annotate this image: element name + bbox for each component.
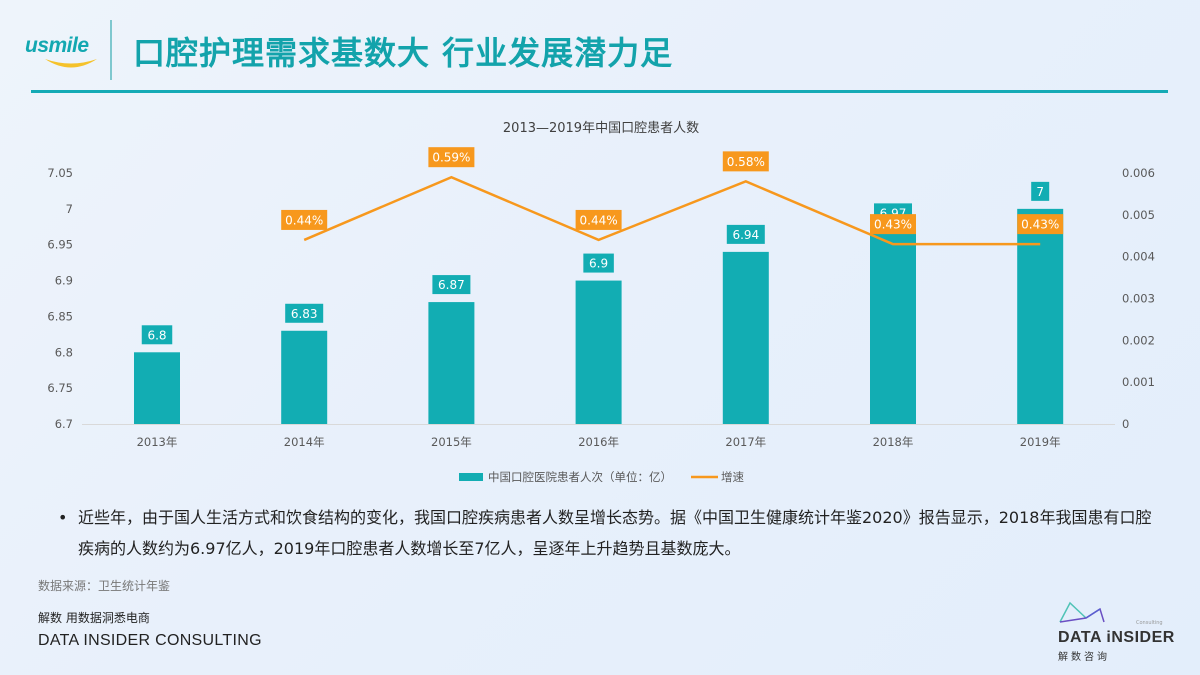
growth-value-label: 0.44%	[580, 213, 618, 227]
right-tick-label: 0.001	[1122, 375, 1155, 389]
bar	[281, 330, 328, 424]
data-insider-logo: Consulting DATA iNSIDER 解数咨询	[1050, 600, 1180, 663]
brand-name: DATA iNSIDER	[1058, 629, 1175, 646]
bar-value-badge	[1031, 181, 1050, 201]
bar-value-label: 6.8	[147, 328, 166, 342]
x-tick-label: 2013年	[137, 435, 178, 449]
growth-value-label: 0.58%	[727, 155, 765, 169]
x-tick-label: 2016年	[578, 435, 619, 449]
bar	[428, 302, 475, 424]
right-tick-label: 0.003	[1122, 292, 1155, 306]
growth-value-label: 0.43%	[1021, 218, 1059, 232]
line-data-labels: 0.44% 0.59% 0.44% 0.58% 0.43% 0.43%	[281, 147, 1064, 235]
left-tick-label: 6.95	[47, 238, 73, 252]
growth-value-badge	[428, 147, 475, 168]
bowtie-icon	[1059, 601, 1105, 623]
left-tick-label: 6.75	[47, 381, 73, 395]
right-tick-label: 0.002	[1122, 333, 1155, 347]
growth-value-label: 0.43%	[874, 218, 912, 232]
left-tick-label: 6.9	[55, 274, 73, 288]
bar-value-label: 6.9	[589, 257, 608, 271]
x-tick-label: 2014年	[284, 435, 325, 449]
bar-value-label: 6.83	[291, 307, 318, 321]
bar-value-badge	[285, 303, 324, 323]
brand-cn: 解数咨询	[1058, 652, 1110, 663]
growth-value-badge	[281, 209, 328, 230]
left-tick-label: 6.85	[47, 309, 73, 323]
bar-value-badge	[141, 325, 173, 345]
x-axis-labels: 2013年 2014年 2015年 2016年 2017年 2018年 2019年	[137, 435, 1061, 449]
description-paragraph: • 近些年，由于国人生活方式和饮食结构的变化，我国口腔疾病患者人数呈增长态势。据…	[58, 502, 1158, 564]
right-tick-label: 0.005	[1122, 208, 1155, 222]
bar	[722, 251, 769, 424]
left-tick-label: 7.05	[47, 166, 73, 180]
bar-value-label: 6.94	[732, 228, 759, 242]
bar-value-badge	[583, 253, 614, 273]
slide-header: usmile 口腔护理需求基数大 行业发展潜力足	[0, 0, 1200, 95]
bar	[870, 230, 916, 424]
x-tick-label: 2018年	[873, 435, 914, 449]
company-name: DATA INSIDER CONSULTING	[38, 632, 262, 649]
left-tick-label: 6.8	[55, 345, 73, 359]
legend-line-label: 增速	[721, 470, 744, 484]
legend-bar-label: 中国口腔医院患者人次（单位：亿）	[488, 470, 672, 484]
right-axis: 0 0.001 0.002 0.003 0.004 0.005 0.006	[1122, 166, 1155, 431]
legend-bar-swatch	[459, 473, 483, 481]
growth-value-badge	[722, 151, 769, 172]
bar-value-badge	[432, 275, 471, 295]
growth-value-badge	[575, 209, 622, 230]
page-title: 口腔护理需求基数大 行业发展潜力足	[133, 34, 674, 72]
usmile-logo: usmile	[25, 34, 105, 74]
bar	[134, 352, 180, 424]
growth-value-badge	[1017, 214, 1064, 235]
right-tick-label: 0.006	[1122, 166, 1155, 180]
bar	[1017, 208, 1064, 424]
description-text: 近些年，由于国人生活方式和饮食结构的变化，我国口腔疾病患者人数呈增长态势。据《中…	[78, 508, 1152, 558]
bar-value-label: 7	[1036, 185, 1044, 199]
left-axis: 6.7 6.75 6.8 6.85 6.9 6.95 7 7.05	[47, 166, 73, 431]
slogan: 解数 用数据洞悉电商	[38, 611, 150, 625]
data-source: 数据来源：卫生统计年鉴	[38, 579, 171, 593]
bar-value-badge	[726, 224, 765, 244]
right-tick-label: 0	[1122, 417, 1129, 431]
brand-small-text: Consulting	[1136, 620, 1163, 626]
chart-title: 2013—2019年中国口腔患者人数	[503, 121, 699, 136]
left-tick-label: 7	[66, 202, 73, 216]
left-tick-label: 6.7	[55, 417, 73, 431]
bullet-icon: •	[58, 508, 68, 527]
header-rule	[31, 90, 1168, 93]
x-tick-label: 2015年	[431, 435, 472, 449]
logo-text: usmile	[25, 34, 89, 57]
chart: 2013—2019年中国口腔患者人数 6.7 6.75 6.8 6.85 6.9 6.95…	[47, 121, 1155, 484]
bar-value-label: 6.87	[438, 278, 465, 292]
growth-line	[303, 175, 1041, 246]
header-divider	[110, 20, 112, 80]
growth-value-label: 0.59%	[432, 151, 470, 165]
right-tick-label: 0.004	[1122, 250, 1155, 264]
growth-value-badge	[870, 214, 916, 235]
bar	[575, 280, 622, 424]
x-tick-label: 2019年	[1020, 435, 1061, 449]
smile-icon	[45, 59, 97, 68]
legend: 中国口腔医院患者人次（单位：亿） 增速	[459, 470, 744, 484]
growth-value-label: 0.44%	[285, 213, 323, 227]
x-tick-label: 2017年	[725, 435, 766, 449]
